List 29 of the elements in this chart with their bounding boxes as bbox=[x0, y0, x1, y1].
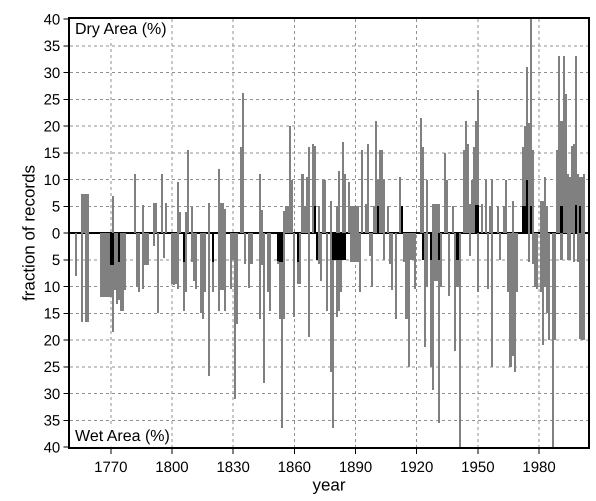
x-tick-label: 1830 bbox=[216, 458, 250, 476]
y-tick-label: 15 bbox=[44, 145, 60, 162]
y-tick-label: 15 bbox=[44, 306, 60, 322]
annotation: Wet Area (%) bbox=[75, 428, 170, 445]
y-tick-label: 25 bbox=[44, 359, 60, 376]
y-tick-label: 20 bbox=[44, 332, 60, 350]
x-tick-label: 1860 bbox=[278, 458, 312, 476]
y-tick-label: 40 bbox=[44, 11, 60, 28]
x-tick-label: 1890 bbox=[338, 458, 372, 476]
y-tick-label: 10 bbox=[44, 172, 60, 189]
x-tick-label: 1770 bbox=[94, 458, 128, 476]
x-tick-label: 1980 bbox=[522, 458, 556, 476]
y-tick-label: 30 bbox=[44, 386, 60, 403]
y-tick-label: 35 bbox=[44, 412, 60, 430]
y-axis-title: fraction of records bbox=[20, 164, 39, 302]
x-tick-label: 1950 bbox=[461, 458, 495, 476]
y-tick-label: 20 bbox=[44, 118, 60, 136]
annotation: Dry Area (%) bbox=[75, 21, 167, 38]
x-tick-label: 1800 bbox=[155, 458, 189, 476]
y-tick-label: 40 bbox=[44, 439, 60, 456]
y-tick-label: 35 bbox=[44, 38, 60, 55]
x-axis-title: year bbox=[312, 476, 346, 495]
x-tick-label: 1920 bbox=[400, 458, 434, 476]
y-tick-label: 0 bbox=[52, 225, 60, 242]
y-tick-label: 10 bbox=[44, 278, 60, 296]
y-tick-label: 30 bbox=[44, 64, 60, 82]
y-tick-label: 5 bbox=[52, 198, 60, 216]
y-tick-label: 5 bbox=[52, 252, 60, 269]
y-tick-label: 25 bbox=[44, 92, 60, 108]
